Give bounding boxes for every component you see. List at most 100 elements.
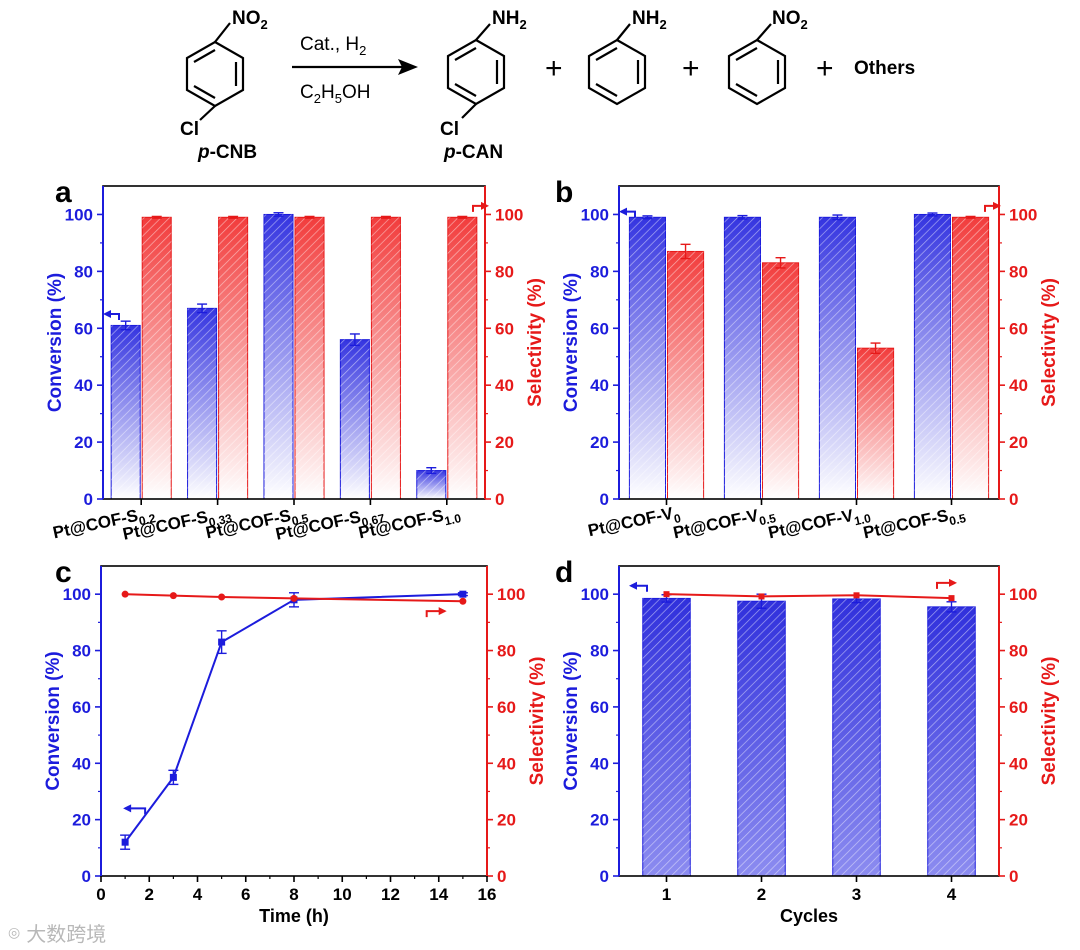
selectivity-bar-hatch [857, 348, 894, 499]
conversion-bar-hatch [111, 325, 141, 499]
product-benzene-ring [446, 38, 506, 106]
x-category-main: Pt@COF-V [586, 504, 675, 541]
conversion-bar-hatch [927, 606, 976, 876]
x-tick-label: 14 [429, 885, 448, 904]
chart-panel-a: Pt@COF-S0.2Pt@COF-S0.33Pt@COF-S0.5Pt@COF… [45, 176, 545, 546]
selectivity-bar-hatch [371, 217, 401, 500]
selectivity-axis-arrow-head [438, 607, 447, 616]
left-tick-label: 80 [590, 642, 609, 661]
x-tick-label: 2 [145, 885, 154, 904]
x-axis-label: Time (h) [259, 906, 329, 926]
conversion-axis-arrow [125, 807, 147, 815]
left-tick-label: 80 [74, 262, 93, 281]
x-category-subscript: 0 [673, 511, 683, 526]
right-tick-label: 60 [1009, 319, 1028, 338]
x-tick-label: 16 [478, 885, 497, 904]
aniline-ring [587, 38, 647, 106]
x-category-label: Pt@COF-S1.0 [357, 502, 463, 546]
conversion-point [218, 638, 226, 646]
left-tick-label: 100 [581, 585, 609, 604]
conversion-bar-hatch [832, 598, 881, 876]
right-tick-label: 60 [1009, 698, 1028, 717]
left-tick-label: 20 [72, 811, 91, 830]
watermark-text: 大数跨境 [26, 923, 107, 946]
x-tick-label: 10 [333, 885, 352, 904]
y-axis-label-right: Selectivity (%) [527, 657, 545, 786]
x-category-label: Pt@COF-V0.5 [671, 502, 777, 546]
right-tick-label: 60 [495, 319, 514, 338]
conversion-bar-hatch [819, 217, 856, 500]
left-tick-label: 0 [600, 490, 609, 509]
x-category-main: Pt@COF-S [861, 506, 950, 543]
selectivity-point [169, 592, 177, 600]
right-tick-label: 20 [1009, 433, 1028, 452]
conversion-axis-arrow-head [123, 804, 132, 813]
selectivity-bar-hatch [142, 217, 172, 500]
x-category-subscript: 0.5 [758, 511, 778, 528]
conversion-bar-hatch [263, 214, 293, 500]
conversion-point [121, 838, 129, 846]
left-tick-label: 80 [590, 262, 609, 281]
x-tick-label: 4 [193, 885, 203, 904]
y-axis-label-right: Selectivity (%) [1039, 657, 1060, 786]
x-tick-label: 0 [96, 885, 105, 904]
selectivity-point [290, 594, 298, 602]
x-category-main: Pt@COF-V [766, 506, 855, 543]
conversion-axis-arrow-head [103, 310, 111, 319]
product-chloro-label: Cl [440, 119, 459, 140]
right-tick-label: 100 [1009, 205, 1037, 224]
x-category-label: Pt@COF-V1.0 [766, 502, 872, 546]
right-tick-label: 60 [497, 698, 516, 717]
panel-letter: a [55, 176, 72, 209]
plot-frame [100, 565, 488, 877]
conversion-point [459, 590, 467, 598]
x-category-subscript: 0.67 [360, 511, 386, 530]
reactant-benzene-ring [185, 40, 245, 108]
reactant-name: p-CNB [197, 142, 257, 163]
left-tick-label: 60 [74, 319, 93, 338]
nitrobenzene-ring [727, 38, 787, 106]
left-tick-label: 100 [581, 205, 609, 224]
x-tick-label: 3 [852, 885, 861, 904]
right-tick-label: 40 [497, 754, 516, 773]
right-tick-label: 0 [1009, 867, 1018, 886]
selectivity-axis-arrow-head [949, 578, 957, 587]
y-axis-label-left: Conversion (%) [45, 273, 66, 412]
selectivity-bar-hatch [295, 217, 325, 500]
x-category-label: Pt@COF-S0.5 [861, 502, 967, 546]
conversion-line [124, 593, 463, 843]
right-tick-label: 20 [1009, 811, 1028, 830]
plus-sign-1: + [545, 52, 563, 85]
x-tick-label: 1 [662, 885, 671, 904]
x-tick-label: 4 [947, 885, 957, 904]
selectivity-line [666, 593, 952, 600]
x-category-main: Pt@COF-V [671, 506, 760, 543]
right-tick-label: 100 [497, 585, 525, 604]
x-category-subscript: 0.5 [948, 511, 968, 528]
conversion-axis-arrow-head [619, 207, 627, 216]
reagent-solvent: C2H5OH [300, 82, 370, 106]
right-tick-label: 20 [497, 811, 516, 830]
selectivity-axis-arrow-head [993, 201, 1001, 210]
selectivity-point [218, 593, 226, 601]
selectivity-bar-hatch [762, 262, 799, 499]
x-tick-label: 12 [381, 885, 400, 904]
right-tick-label: 100 [495, 205, 523, 224]
right-tick-label: 100 [1009, 585, 1037, 604]
selectivity-bar-hatch [447, 217, 477, 500]
x-axis-label: Cycles [780, 906, 838, 926]
conversion-axis-arrow-head [629, 581, 637, 590]
conversion-bar-hatch [416, 470, 446, 499]
reagent-catalyst: Cat., H2 [300, 34, 366, 58]
panel-letter: c [55, 556, 72, 589]
plus-sign-3: + [816, 52, 834, 85]
aniline-amino-label: NH2 [632, 8, 667, 32]
selectivity-point [948, 595, 955, 602]
left-tick-label: 0 [600, 867, 609, 886]
right-tick-label: 80 [1009, 642, 1028, 661]
others-label: Others [854, 58, 915, 79]
conversion-bar-hatch [724, 217, 761, 500]
product-name: p-CAN [443, 142, 503, 163]
left-tick-label: 40 [72, 754, 91, 773]
